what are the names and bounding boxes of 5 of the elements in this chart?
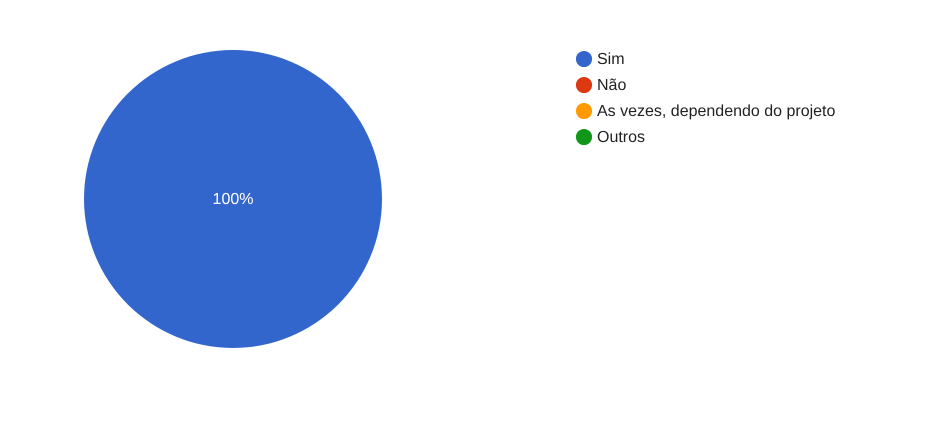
legend-label: Outros [597, 129, 646, 146]
legend-label: Sim [597, 51, 625, 68]
data-label: 100% [212, 191, 254, 208]
legend-label: Não [597, 77, 626, 94]
legend-label: As vezes, dependendo do projeto [597, 103, 836, 120]
